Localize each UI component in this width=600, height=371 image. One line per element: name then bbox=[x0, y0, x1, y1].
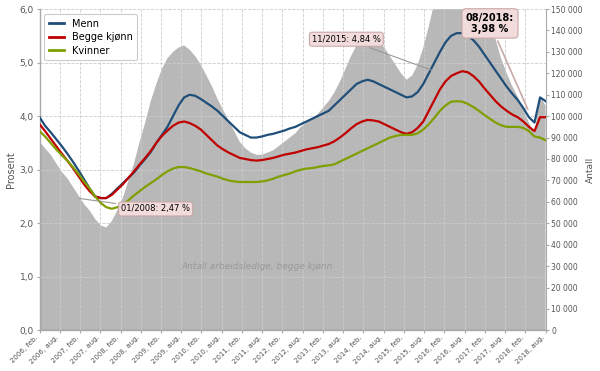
Text: 11/2015: 4,84 %: 11/2015: 4,84 % bbox=[312, 35, 431, 70]
Text: 01/2008: 2,47 %: 01/2008: 2,47 % bbox=[79, 198, 190, 213]
Legend: Menn, Begge kjønn, Kvinner: Menn, Begge kjønn, Kvinner bbox=[44, 14, 137, 60]
Text: 08/2018:
3,98 %: 08/2018: 3,98 % bbox=[466, 13, 528, 109]
Text: Antall arbeidsledige, begge kjønn: Antall arbeidsledige, begge kjønn bbox=[181, 262, 333, 270]
Y-axis label: Prosent: Prosent bbox=[5, 151, 16, 188]
Y-axis label: Antall: Antall bbox=[586, 157, 595, 183]
